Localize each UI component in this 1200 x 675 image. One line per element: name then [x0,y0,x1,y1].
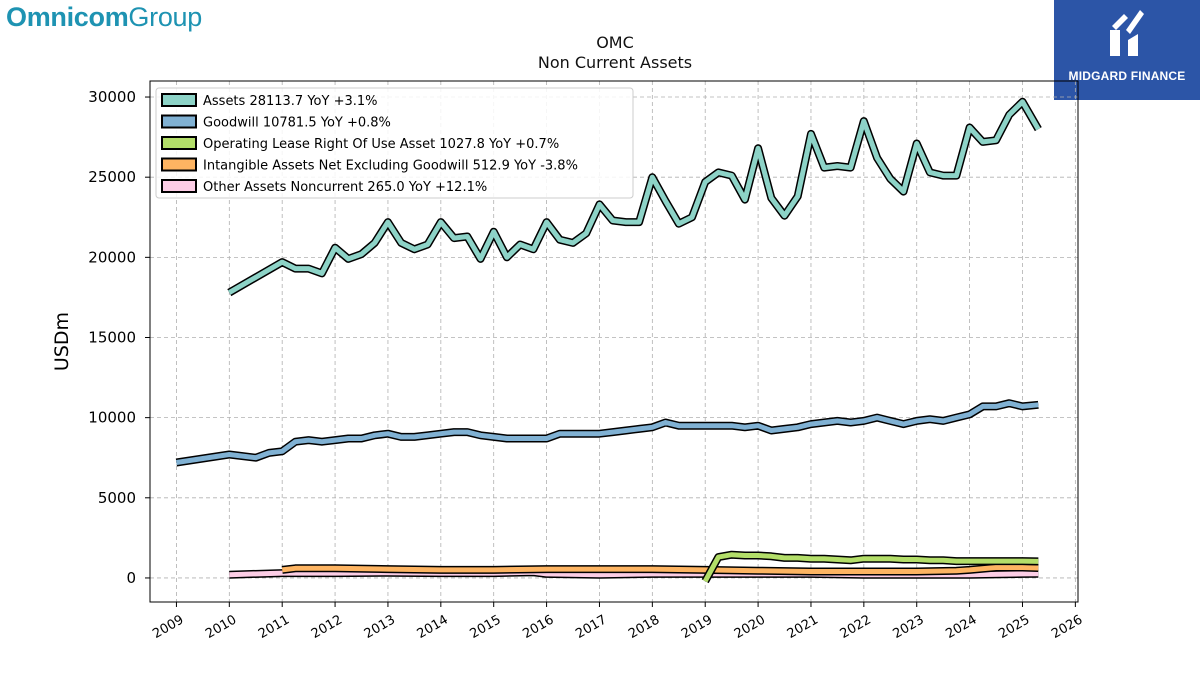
y-tick-label: 15000 [88,328,136,346]
x-tick-label: 2012 [309,612,345,642]
series-group [175,97,1042,584]
y-axis-label: USDm [51,312,73,371]
plot-frame [149,80,1079,603]
x-tick-label: 2023 [891,612,927,642]
y-tick-label: 10000 [88,409,136,427]
legend-label: Other Assets Noncurrent 265.0 YoY +12.1% [203,180,487,195]
series-line [176,400,1039,465]
logo-bold-text: Omnicom [6,2,129,32]
y-tick-label: 20000 [88,248,136,266]
omnicom-group-logo: OmnicomGroup [6,2,202,33]
legend-label: Intangible Assets Net Excluding Goodwill… [203,159,578,174]
legend-label: Assets 28113.7 YoY +3.1% [203,94,378,109]
logo-light-text: Group [128,2,202,32]
y-tick-label: 25000 [88,168,136,186]
x-tick-label: 2018 [626,612,662,642]
chart-subtitle: Non Current Assets [537,53,693,72]
legend-label: Operating Lease Right Of Use Asset 1027.… [203,137,559,152]
x-tick-label: 2021 [785,612,821,642]
legend-swatch [161,93,197,107]
series-line [228,99,1041,295]
legend-swatch [161,157,197,172]
legend-box [155,87,634,199]
x-tick-label: 2009 [150,612,186,642]
midgard-logo-icon [1110,10,1144,56]
x-tick-label: 2010 [203,612,239,642]
legend-swatch [161,136,197,150]
x-tick-label: 2017 [573,612,609,642]
x-tick-label: 2026 [1049,612,1085,642]
x-tick-label: 2024 [943,612,979,642]
y-tick-label: 0 [126,569,136,587]
x-tick-label: 2015 [468,612,504,642]
x-tick-label: 2016 [520,612,556,642]
y-tick-label: 30000 [88,88,136,106]
x-tick-label: 2011 [256,612,292,642]
x-tick-label: 2014 [415,612,451,642]
x-tick-label: 2013 [362,612,398,642]
legend: Assets 28113.7 YoY +3.1% Goodwill 10781.5… [155,87,634,199]
legend-swatch [161,114,197,129]
x-tick-label: 2022 [838,612,874,642]
series-line [281,565,1039,574]
legend-label: Goodwill 10781.5 YoY +0.8% [203,116,391,131]
legend-swatch [161,179,197,193]
series-line [703,552,1039,583]
y-tick-label: 5000 [98,489,136,507]
x-tick-label: 2020 [732,612,768,642]
x-tick-label: 2019 [679,612,715,642]
badge-text: MIDGARD FINANCE [1068,69,1186,83]
x-tick-label: 2025 [996,612,1032,642]
chart-title: OMC [596,33,634,52]
